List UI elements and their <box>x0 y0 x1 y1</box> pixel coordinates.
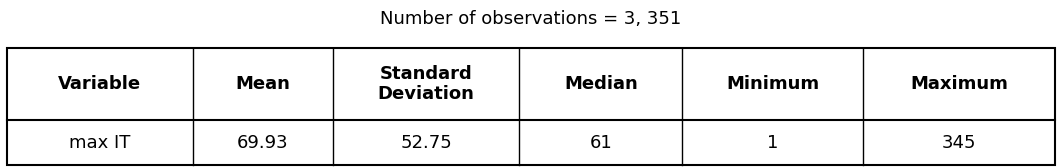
Text: Standard
Deviation: Standard Deviation <box>378 65 475 103</box>
Text: 69.93: 69.93 <box>237 134 289 152</box>
Text: Variable: Variable <box>58 75 141 93</box>
Text: 52.75: 52.75 <box>400 134 452 152</box>
Text: max IT: max IT <box>69 134 131 152</box>
Text: 61: 61 <box>589 134 613 152</box>
Text: Mean: Mean <box>236 75 290 93</box>
Text: Minimum: Minimum <box>726 75 819 93</box>
Text: Median: Median <box>564 75 638 93</box>
Text: 1: 1 <box>767 134 778 152</box>
Text: Maximum: Maximum <box>910 75 1008 93</box>
Bar <box>6 48 1056 165</box>
Text: 345: 345 <box>942 134 976 152</box>
Text: Number of observations = 3, 351: Number of observations = 3, 351 <box>380 10 682 28</box>
